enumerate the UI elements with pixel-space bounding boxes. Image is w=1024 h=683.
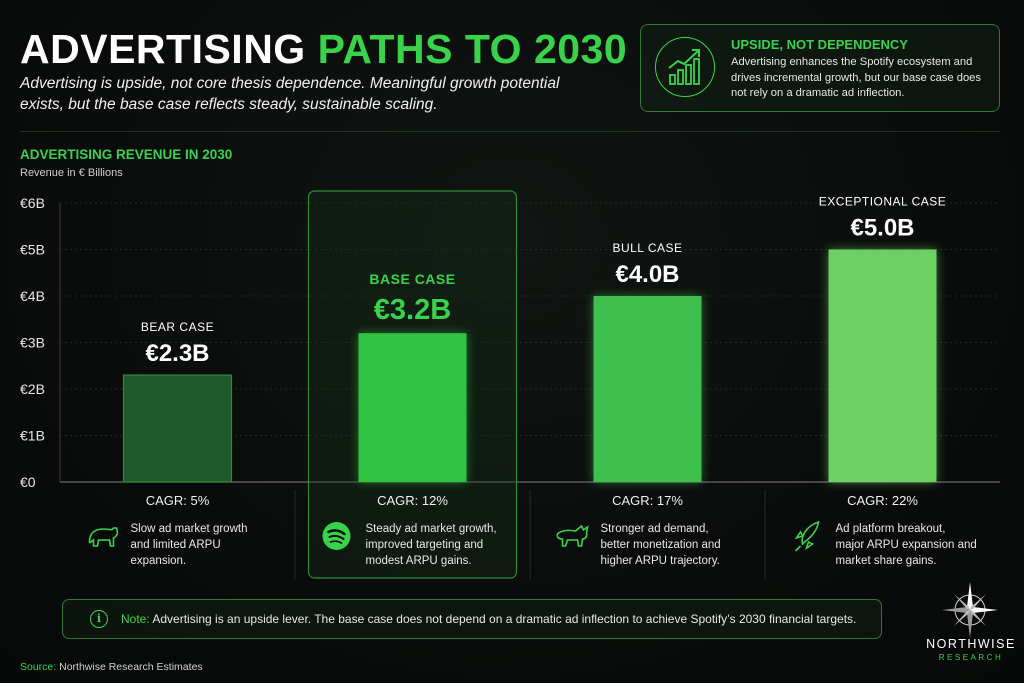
description-line: better monetization and — [601, 539, 721, 551]
description-line: Steady ad market growth, — [366, 523, 497, 535]
note-lead: Note: — [121, 612, 150, 626]
description-text: Steady ad market growth, improved targeti… — [366, 523, 497, 567]
value-label: €5.0B — [850, 215, 914, 242]
y-tick-label: €6B — [20, 195, 45, 211]
cagr-label: CAGR: 5% — [146, 493, 210, 508]
description-line: improved targeting and — [366, 539, 484, 551]
description-line: Ad platform breakout, — [836, 523, 946, 535]
header-divider — [20, 131, 1000, 132]
value-label: €4.0B — [615, 261, 679, 288]
info-icon: i — [90, 610, 108, 628]
rocket-body — [801, 520, 820, 546]
description-line: and limited ARPU — [131, 539, 221, 551]
brand-name: NORTHWISE — [926, 637, 1016, 651]
source-lead: Source: — [20, 661, 57, 673]
cagr-label: CAGR: 22% — [847, 493, 918, 508]
description-line: Stronger ad demand, — [601, 523, 709, 535]
value-label: €2.3B — [145, 340, 209, 367]
cagr-label: CAGR: 17% — [612, 493, 683, 508]
y-tick-label: €1B — [20, 428, 45, 444]
note-body: Advertising is an upside lever. The base… — [149, 612, 857, 626]
page-title-green: PATHS TO 2030 — [317, 26, 628, 72]
source-line: Source: Northwise Research Estimates — [20, 661, 203, 673]
callout-body: Advertising enhances the Spotify ecosyst… — [731, 56, 981, 99]
category-label: BEAR CASE — [141, 320, 214, 334]
spotify-wave — [328, 534, 345, 540]
description-line: expansion. — [131, 555, 187, 567]
description-line: modest ARPU gains. — [366, 555, 472, 567]
rocket-fin — [794, 530, 804, 540]
cagr-label: CAGR: 12% — [377, 493, 448, 508]
y-axis-unit-label: Revenue in € Billions — [20, 167, 123, 179]
rocket-flame — [794, 545, 802, 552]
spotify-wave — [327, 529, 346, 536]
growth-chart-icon — [655, 37, 715, 97]
note-text: Note: Advertising is an upside lever. Th… — [121, 612, 856, 626]
page-title: ADVERTISING PATHS TO 2030 — [20, 26, 627, 73]
chart-title: ADVERTISING REVENUE IN 2030 — [20, 147, 233, 162]
note-box: i Note: Advertising is an upside lever. … — [62, 599, 882, 639]
description-text: Slow ad market growth and limited ARPU exp… — [131, 523, 248, 567]
category-label: EXCEPTIONAL CASE — [819, 195, 947, 209]
bear-icon — [88, 527, 119, 547]
page-title-white: ADVERTISING — [20, 26, 306, 72]
bull-icon — [556, 524, 589, 547]
spotify-icon — [322, 522, 351, 550]
callout-box: UPSIDE, NOT DEPENDENCY Advertising enhan… — [640, 24, 1000, 112]
bull-shape — [556, 524, 589, 547]
source-text: Northwise Research Estimates — [56, 661, 203, 673]
description-line: market share gains. — [836, 555, 937, 567]
bar-bear-case — [122, 374, 233, 483]
bar-base-case — [358, 333, 467, 482]
bar-exceptional-case — [828, 249, 937, 482]
category-label: BULL CASE — [612, 241, 682, 255]
brand-subtitle: RESEARCH — [938, 653, 1004, 662]
compass-logo-icon — [940, 580, 1000, 640]
description-text: Stronger ad demand, better monetization a… — [601, 523, 721, 567]
y-tick-label: €0 — [20, 474, 36, 490]
bear-shape — [88, 527, 119, 547]
value-label: €3.2B — [374, 294, 451, 326]
y-tick-label: €4B — [20, 288, 45, 304]
description-line: Slow ad market growth — [131, 523, 248, 535]
spotify-wave — [329, 540, 343, 544]
y-tick-label: €5B — [20, 242, 45, 258]
rocket-icon — [794, 520, 820, 552]
description-line: higher ARPU trajectory. — [601, 555, 720, 567]
rocket-fin — [805, 540, 815, 550]
y-tick-label: €2B — [20, 381, 45, 397]
description-text: Ad platform breakout, major ARPU expansio… — [836, 523, 977, 567]
page-subtitle: Advertising is upside, not core thesis d… — [20, 75, 560, 113]
bar-bull-case — [593, 296, 702, 482]
y-tick-label: €3B — [20, 335, 45, 351]
callout-heading: UPSIDE, NOT DEPENDENCY — [731, 37, 908, 52]
description-line: major ARPU expansion and — [836, 539, 977, 551]
category-label: BASE CASE — [369, 271, 455, 287]
